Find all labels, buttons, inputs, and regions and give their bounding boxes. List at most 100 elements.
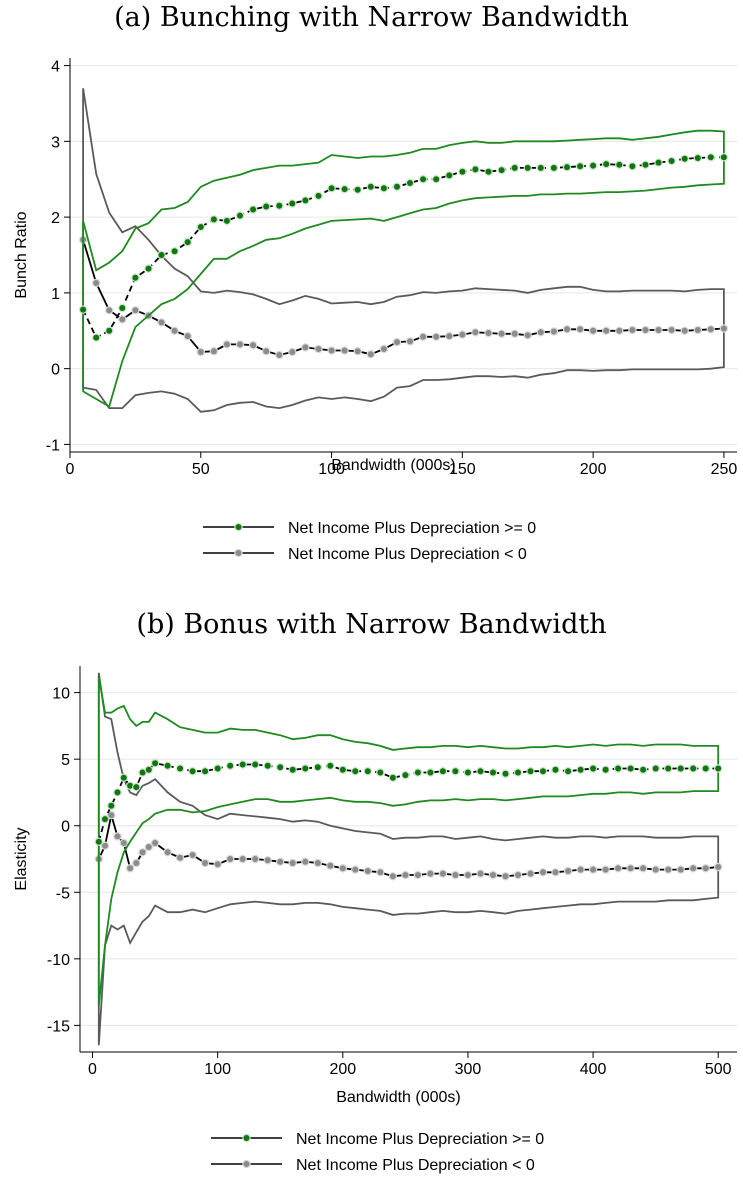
chart-b-series-pos-point bbox=[114, 789, 121, 796]
chart-b-series-neg-point bbox=[352, 866, 359, 873]
chart-a-series-pos-point bbox=[106, 327, 113, 334]
chart-b-series-neg-point bbox=[439, 870, 446, 877]
chart-b-series-neg-point bbox=[177, 854, 184, 861]
chart-a-series-pos-point bbox=[655, 159, 662, 166]
chart-a-series-pos-point bbox=[93, 334, 100, 341]
chart-b-series-neg-point bbox=[389, 873, 396, 880]
chart-a-series-pos-point bbox=[237, 212, 243, 219]
chart-a-series-pos-point bbox=[446, 172, 453, 179]
chart-a-series-neg-point bbox=[263, 348, 270, 355]
chart-b-series-neg-point bbox=[239, 856, 246, 862]
chart-a-series-neg-point bbox=[302, 344, 309, 351]
chart-a-series-pos-point bbox=[328, 185, 335, 192]
chart-a-series-pos-point bbox=[420, 176, 427, 183]
chart-a-x-axis-title: Bandwidth (000s) bbox=[331, 457, 456, 474]
chart-b-series-neg-point bbox=[602, 866, 609, 873]
chart-b-series-pos-point bbox=[590, 765, 597, 772]
chart-a-y-tick-label: 3 bbox=[51, 134, 60, 151]
chart-a-series-neg-point bbox=[394, 339, 400, 346]
chart-b-series-pos-point bbox=[464, 769, 471, 776]
chart-a-series-pos-point bbox=[289, 200, 296, 207]
chart-b-series-neg-ci-band bbox=[97, 672, 720, 1046]
chart-b-series-neg-point bbox=[120, 840, 127, 846]
chart-b-series-pos-point bbox=[314, 764, 321, 771]
chart-a-series-neg-point bbox=[106, 307, 113, 314]
chart-b-series-pos-point bbox=[439, 768, 446, 775]
chart-b-y-tick-label: -15 bbox=[47, 1018, 70, 1035]
chart-a-series-pos-point bbox=[550, 164, 557, 171]
chart-b-series-pos-point bbox=[389, 774, 396, 781]
chart-b-series-neg-point bbox=[427, 870, 434, 877]
chart-a-series-neg-point bbox=[446, 333, 453, 340]
chart-b-series-neg-point bbox=[189, 852, 196, 858]
chart-a-series-neg-point bbox=[616, 327, 623, 334]
chart-a-series-pos-point bbox=[720, 154, 727, 161]
chart-a-y-tick-label: -1 bbox=[46, 437, 60, 454]
chart-b-series-neg-point bbox=[152, 840, 159, 846]
chart-a-series-neg-point bbox=[420, 333, 427, 340]
chart-b-series-pos-point bbox=[652, 765, 659, 772]
chart-b-legend-label-pos: Net Income Plus Depreciation >= 0 bbox=[296, 1131, 544, 1148]
chart-b-series-pos-point bbox=[577, 766, 584, 773]
chart-a-series-neg-point bbox=[158, 319, 165, 326]
chart-b-x-tick-label: 200 bbox=[329, 1061, 356, 1078]
chart-b-series-pos-point bbox=[490, 769, 496, 776]
chart-b-series-pos-point bbox=[189, 768, 196, 775]
chart-b-series-pos-point bbox=[327, 762, 334, 769]
chart-b-series-pos-point bbox=[252, 761, 259, 768]
chart-a-series-pos-point bbox=[171, 248, 178, 255]
chart-b-series-pos-point bbox=[139, 769, 146, 776]
chart-a-y-tick-label: 0 bbox=[51, 362, 60, 379]
chart-b-series-pos-point bbox=[108, 802, 115, 809]
chart-b-series-pos-point bbox=[377, 769, 384, 776]
chart-a-series-pos-point bbox=[524, 164, 531, 171]
chart-a-series-pos-point bbox=[354, 186, 361, 193]
chart-a-series-pos-point bbox=[694, 155, 701, 161]
chart-b-series-neg-point bbox=[414, 872, 421, 878]
chart-a-series-neg-point bbox=[197, 349, 204, 355]
chart-a-series-neg-point bbox=[577, 326, 584, 333]
chart-b-series-pos-point bbox=[95, 838, 102, 845]
chart-b-series-neg-point bbox=[490, 872, 496, 878]
chart-b-x-axis-title: Bandwidth (000s) bbox=[336, 1089, 461, 1106]
chart-b-series-neg-point bbox=[227, 856, 234, 862]
chart-b-series-pos-point bbox=[402, 772, 409, 779]
chart-a-y-tick-label: 1 bbox=[51, 286, 60, 303]
chart-b-series-pos-point bbox=[339, 766, 346, 773]
chart-a-series-pos-point bbox=[302, 197, 309, 204]
chart-b-y-tick-label: -5 bbox=[56, 885, 70, 902]
chart-a-series-pos-point bbox=[394, 183, 400, 190]
chart-a-series-neg-point bbox=[511, 330, 518, 337]
chart-b-series-neg-point bbox=[264, 857, 271, 864]
chart-b-series-pos-point bbox=[615, 765, 622, 772]
chart-a-series-neg-point bbox=[681, 327, 688, 334]
chart-b-series-neg-point bbox=[402, 872, 409, 878]
chart-b-series-neg-point bbox=[114, 833, 121, 840]
chart-b-series-pos-point bbox=[133, 784, 140, 791]
chart-b-series-neg-point bbox=[665, 866, 672, 873]
chart-a-series-pos-ci-band bbox=[82, 129, 725, 408]
chart-a-series-pos-point bbox=[315, 192, 322, 199]
chart-b-series-neg-point bbox=[314, 860, 321, 866]
chart-b-series-neg-point bbox=[527, 870, 534, 877]
chart-a-series-neg-point bbox=[655, 327, 662, 333]
chart-b-series-pos-point bbox=[152, 760, 159, 767]
chart-a-series-pos-point bbox=[590, 162, 597, 169]
chart-b-series-neg-point bbox=[577, 866, 584, 873]
chart-a-series-pos-point bbox=[276, 202, 283, 209]
chart-a-series-pos-point bbox=[132, 274, 139, 281]
chart-a-series-neg-point bbox=[210, 348, 217, 355]
chart-b-series-neg-point bbox=[677, 866, 684, 873]
chart-a-series-pos-point bbox=[616, 161, 623, 168]
chart-a-series-neg-point bbox=[407, 338, 413, 345]
chart-a-series-neg-point bbox=[93, 280, 100, 286]
chart-b-series-pos-point bbox=[352, 768, 359, 775]
chart-a-series-neg-point bbox=[707, 326, 714, 333]
chart-a-series-neg-ci-band bbox=[82, 88, 725, 413]
chart-b-series-neg-point bbox=[515, 872, 521, 878]
chart-a-series-pos-point bbox=[459, 168, 466, 175]
chart-a-series-neg-point bbox=[629, 327, 636, 333]
chart-b-x-tick-label: 100 bbox=[204, 1061, 231, 1078]
chart-b-series-neg-point bbox=[133, 860, 140, 866]
chart-a-series-pos-point bbox=[80, 306, 87, 313]
